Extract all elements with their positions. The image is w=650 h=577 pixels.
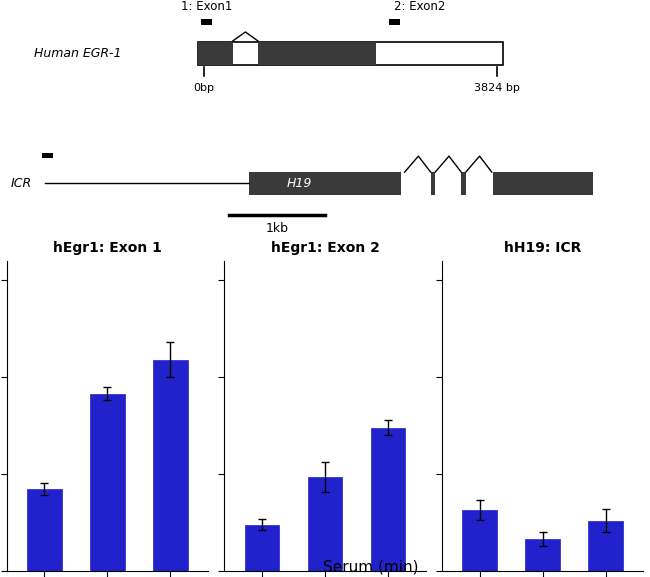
Text: ICR: ICR (11, 177, 32, 190)
Bar (27, 489, 62, 571)
Text: Serum (min): Serum (min) (323, 559, 418, 574)
Text: 2: Exon2: 2: Exon2 (395, 0, 446, 13)
Text: Human EGR-1: Human EGR-1 (34, 47, 121, 60)
Bar (525, 539, 560, 571)
Bar (462, 510, 497, 571)
Title: hEgr1: Exon 1: hEgr1: Exon 1 (53, 241, 162, 255)
Text: 3824 bp: 3824 bp (474, 83, 520, 93)
Bar (198, 42, 233, 65)
Bar (90, 394, 125, 571)
Bar (258, 42, 376, 65)
Bar (153, 359, 188, 571)
Title: hH19: ICR: hH19: ICR (504, 241, 581, 255)
Text: H19: H19 (287, 177, 312, 190)
Bar (307, 477, 343, 571)
Text: 1: Exon1: 1: Exon1 (181, 0, 232, 13)
Title: hEgr1: Exon 2: hEgr1: Exon 2 (270, 241, 380, 255)
Text: 1kb: 1kb (266, 222, 289, 235)
Bar (370, 428, 406, 571)
Bar (389, 20, 400, 25)
Bar (462, 172, 466, 195)
Bar (201, 20, 213, 25)
Bar (588, 520, 623, 571)
Bar (430, 172, 436, 195)
Bar (42, 153, 53, 159)
Bar (198, 42, 503, 65)
Bar (493, 172, 593, 195)
Bar (244, 524, 280, 571)
Bar (248, 172, 402, 195)
Text: 0bp: 0bp (194, 83, 214, 93)
